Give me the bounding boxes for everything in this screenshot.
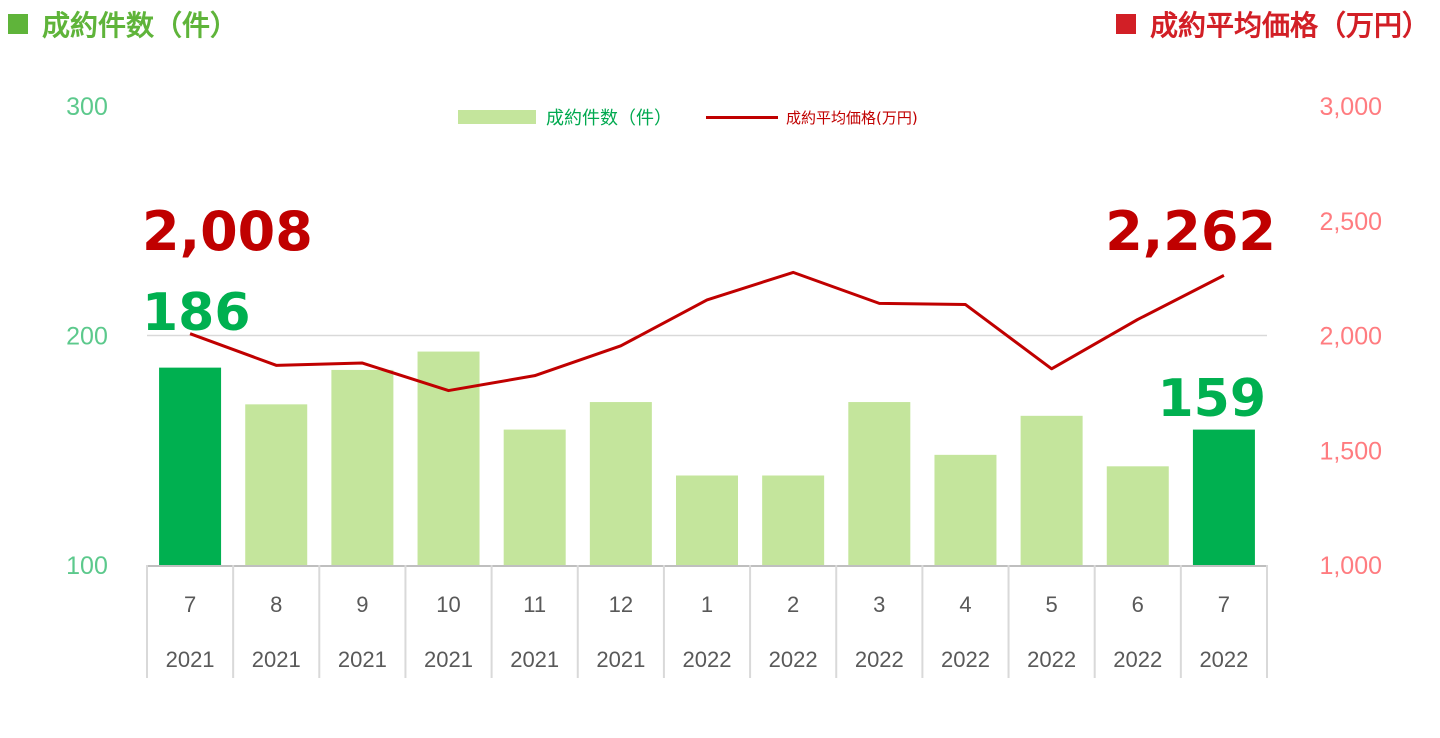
left-axis-title: 成約件数（件） [8, 4, 238, 44]
right-axis-title: 成約平均価格（万円） [1115, 4, 1430, 44]
bar [589, 402, 652, 565]
right-axis-title-text: 成約平均価格（万円） [1149, 9, 1430, 42]
bar [1106, 466, 1169, 565]
x-month-label: 10 [436, 592, 460, 617]
x-month-label: 11 [523, 592, 546, 617]
x-year-label: 2021 [338, 647, 387, 672]
left-axis-tick-label: 100 [66, 552, 108, 580]
x-year-label: 2021 [252, 647, 301, 672]
bar [159, 367, 222, 565]
first-price-annotation: 2,008 [142, 200, 313, 263]
right-axis-tick-label: 3,000 [1319, 93, 1382, 121]
x-year-label: 2022 [1027, 647, 1076, 672]
x-year-label: 2021 [510, 647, 559, 672]
right-axis-tick-label: 2,000 [1319, 323, 1382, 351]
legend-line-swatch [706, 115, 778, 119]
left-axis-tick-label: 200 [66, 323, 108, 351]
price-line [189, 270, 1225, 393]
x-month-label: 6 [1132, 592, 1144, 617]
red-square-icon [1115, 14, 1136, 34]
last-price-annotation: 2,262 [1105, 200, 1276, 263]
last-count-annotation: 159 [1157, 369, 1266, 429]
x-year-label: 2022 [855, 647, 904, 672]
bar [762, 475, 825, 565]
x-year-label: 2022 [1199, 647, 1248, 672]
x-year-label: 2021 [596, 647, 645, 672]
x-year-label: 2022 [941, 647, 990, 672]
x-month-label: 3 [873, 592, 885, 617]
left-axis-title-text: 成約件数（件） [42, 9, 239, 42]
x-year-label: 2021 [166, 647, 215, 672]
green-square-icon [8, 14, 28, 34]
bar [503, 429, 566, 565]
bar [331, 369, 394, 565]
x-month-label: 5 [1045, 592, 1057, 617]
x-month-label: 1 [701, 592, 713, 617]
x-month-label: 4 [959, 592, 971, 617]
left-axis-tick-label: 300 [66, 93, 108, 121]
x-month-label: 7 [1218, 592, 1230, 617]
x-year-label: 2022 [769, 647, 818, 672]
bar [934, 454, 997, 565]
x-month-label: 9 [356, 592, 368, 617]
chart-legend: 成約件数（件） 成約平均価格(万円) [458, 104, 918, 130]
legend-bar-label: 成約件数（件） [546, 108, 672, 129]
legend-bar-swatch [458, 110, 536, 124]
x-month-label: 8 [270, 592, 282, 617]
x-month-label: 2 [787, 592, 799, 617]
x-year-label: 2021 [424, 647, 473, 672]
right-axis-tick-label: 1,500 [1319, 437, 1382, 465]
x-month-label: 12 [609, 592, 633, 617]
right-axis-tick-label: 1,000 [1319, 552, 1382, 580]
bar [1020, 415, 1083, 565]
bar [848, 402, 911, 565]
bar [1192, 429, 1255, 565]
right-axis-tick-label: 2,500 [1319, 208, 1382, 236]
first-count-annotation: 186 [142, 283, 251, 343]
x-month-label: 7 [184, 592, 196, 617]
bar [245, 404, 308, 565]
x-year-label: 2022 [1113, 647, 1162, 672]
bar [676, 475, 738, 565]
legend-line-label: 成約平均価格(万円) [786, 108, 918, 127]
x-year-label: 2022 [683, 647, 732, 672]
